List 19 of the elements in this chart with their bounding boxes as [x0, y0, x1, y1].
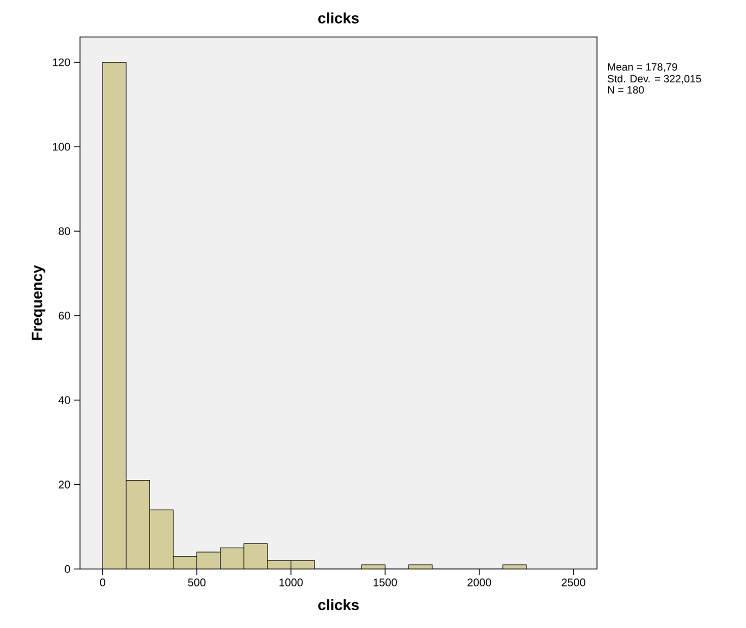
x-tick-label: 2000 — [468, 578, 492, 586]
y-tick-label: 120 — [52, 58, 70, 66]
x-axis-title: clicks — [318, 599, 359, 610]
x-tick-label: 2500 — [562, 578, 586, 586]
chart-title: clicks — [318, 12, 359, 24]
x-tick-label: 0 — [100, 578, 106, 586]
y-tick-label: 0 — [64, 565, 70, 573]
text: N = 180 — [608, 86, 644, 94]
text: Std. Dev. = 322,015 — [608, 74, 702, 84]
y-tick-label: 40 — [58, 396, 70, 404]
text: Mean = 178,79 — [608, 63, 678, 72]
y-tick-label: 60 — [58, 312, 70, 320]
x-tick-label: 500 — [188, 578, 206, 586]
y-tick-label: 100 — [52, 142, 70, 151]
y-tick-label: 20 — [58, 480, 70, 488]
x-tick-label: 1000 — [280, 578, 303, 586]
y-axis-title: Frequency — [32, 265, 46, 340]
y-tick-label: 80 — [58, 227, 70, 236]
x-tick-label: 1500 — [374, 578, 397, 586]
